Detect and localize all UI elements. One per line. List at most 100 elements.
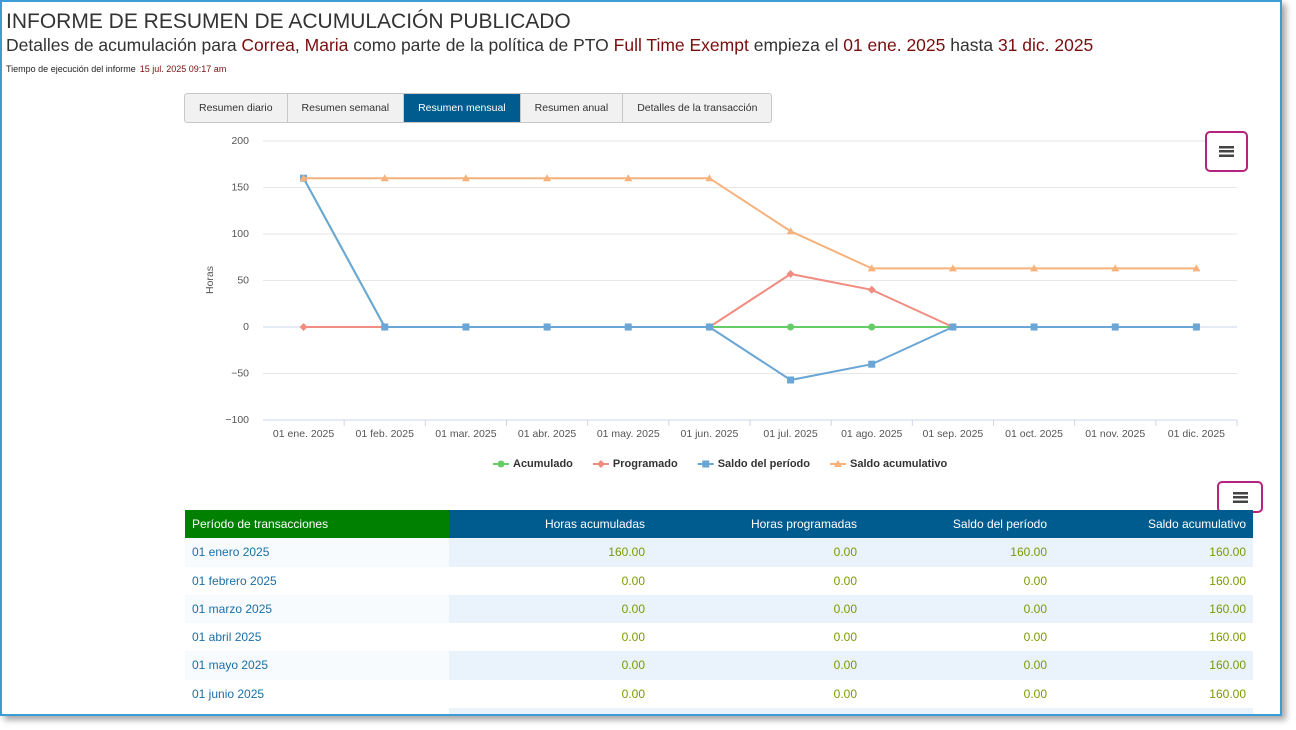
marker — [1192, 264, 1201, 272]
marker — [1030, 264, 1039, 272]
subtitle-text: empieza el — [748, 35, 844, 55]
x-tick-label: 01 jul. 2025 — [763, 428, 817, 440]
marker — [868, 360, 876, 368]
partial-row — [449, 708, 1253, 714]
marker — [1192, 323, 1200, 331]
x-tick-label: 01 jun. 2025 — [681, 428, 739, 440]
table-row: 01 junio 2025 0.00 0.00 0.00 160.00 — [185, 680, 1253, 708]
period-link[interactable]: 01 febrero 2025 — [192, 573, 277, 588]
y-tick-label: 200 — [231, 135, 249, 147]
y-tick-label: 150 — [231, 181, 249, 193]
table-cell: 0.00 — [621, 630, 645, 645]
subtitle-highlight: Maria — [304, 35, 349, 55]
subtitle-text: , — [294, 35, 305, 55]
marker — [786, 269, 795, 278]
tab[interactable]: Resumen anual — [521, 94, 624, 122]
run-time-label: Tiempo de ejecución del informe — [6, 64, 136, 74]
chart: −100 −50 0 50 100 150 200 Horas 01 ene. 2025 01 f… — [204, 135, 1238, 470]
marker — [786, 227, 795, 235]
marker — [1111, 264, 1120, 272]
marker — [867, 264, 876, 272]
marker — [787, 323, 795, 331]
table-cell: 160.00 — [1054, 651, 1253, 680]
table-menu-button[interactable] — [1217, 481, 1263, 513]
tab[interactable]: Resumen mensual — [404, 94, 521, 122]
x-tick-label: 01 feb. 2025 — [356, 428, 415, 440]
marker — [702, 460, 710, 468]
table-cell: 160.00 — [1209, 686, 1246, 701]
marker — [948, 264, 957, 272]
report-title: INFORME DE RESUMEN DE ACUMULACIÓN PUBLIC… — [6, 10, 571, 33]
table-cell: 160.00 — [1054, 538, 1253, 567]
x-tick-label: 01 abr. 2025 — [518, 428, 577, 440]
table-cell: 0.00 — [449, 651, 652, 680]
run-time-value: 15 jul. 2025 09:17 am — [139, 64, 227, 74]
table-cell: 160.00 — [1209, 630, 1246, 645]
y-axis-label: Horas — [204, 266, 216, 294]
table-cell: 0.00 — [621, 686, 645, 701]
tab[interactable]: Resumen semanal — [288, 94, 405, 122]
data-table: Período de transacciones Horas acumuladas… — [185, 510, 1253, 708]
table-cell: 0.00 — [864, 594, 1054, 624]
subtitle-text: Detalles de acumulación para — [6, 35, 242, 55]
x-tick-label: 01 ago. 2025 — [841, 428, 902, 440]
subtitle-highlight: 31 dic. 2025 — [997, 35, 1094, 55]
table-header: Saldo acumulativo — [1054, 510, 1253, 539]
marker — [1111, 323, 1119, 331]
x-tick-label: 01 oct. 2025 — [1005, 428, 1063, 440]
table-cell: 160.00 — [1209, 573, 1246, 588]
table-cell: 0.00 — [652, 538, 864, 567]
subtitle-text: hasta — [945, 35, 998, 55]
report-subtitle: Detalles de acumulación para Correa, Mar… — [6, 35, 1093, 56]
legend-label[interactable]: Programado — [613, 458, 678, 470]
y-tick-label: 50 — [237, 274, 249, 286]
table-cell: 0.00 — [833, 573, 857, 588]
table-header-row: Período de transacciones Horas acumuladas… — [185, 510, 1253, 539]
legend-label[interactable]: Saldo acumulativo — [850, 458, 947, 470]
table-cell: 0.00 — [652, 594, 864, 624]
period-link[interactable]: 01 mayo 2025 — [185, 651, 449, 680]
marker — [834, 460, 842, 467]
period-link[interactable]: 01 junio 2025 — [192, 686, 265, 701]
x-tick-label: 01 mar. 2025 — [435, 428, 496, 440]
marker — [867, 285, 876, 294]
marker — [543, 174, 552, 182]
period-link[interactable]: 01 marzo 2025 — [185, 594, 449, 624]
period-link[interactable]: 01 enero 2025 — [185, 538, 449, 567]
subtitle-highlight: Full Time Exempt — [613, 35, 749, 55]
table-row: 01 mayo 2025 0.00 0.00 0.00 160.00 — [185, 651, 1253, 680]
menu-icon — [1232, 491, 1248, 503]
tab[interactable]: Detalles de la transacción — [637, 102, 758, 114]
y-tick-label: 0 — [243, 321, 249, 333]
marker — [299, 323, 308, 331]
subtitle-highlight: Correa — [241, 35, 295, 55]
table-cell: 160.00 — [864, 538, 1054, 567]
tab[interactable]: Resumen diario — [185, 94, 288, 122]
legend-label[interactable]: Acumulado — [513, 458, 573, 470]
table-cell: 0.00 — [833, 686, 857, 701]
subtitle-highlight: 01 ene. 2025 — [843, 35, 946, 55]
table-cell: 0.00 — [1023, 573, 1047, 588]
table-cell: 0.00 — [1023, 686, 1047, 701]
marker — [381, 323, 389, 331]
marker — [596, 460, 605, 468]
marker — [705, 174, 714, 182]
series-line — [303, 272, 1197, 328]
table-row: 01 enero 2025 160.00 0.00 160.00 160.00 — [185, 538, 1253, 567]
marker — [543, 323, 551, 331]
period-link[interactable]: 01 abril 2025 — [192, 630, 262, 645]
marker — [1030, 323, 1038, 331]
marker — [787, 376, 795, 384]
table-header: Período de transacciones — [185, 510, 449, 539]
x-tick-label: 01 ene. 2025 — [273, 428, 334, 440]
chart-menu-button[interactable] — [1205, 131, 1248, 172]
report-frame: INFORME DE RESUMEN DE ACUMULACIÓN PUBLIC… — [0, 0, 1282, 716]
marker — [624, 323, 632, 331]
x-tick-label: 01 nov. 2025 — [1085, 428, 1145, 440]
table-header: Horas programadas — [652, 510, 864, 539]
legend-label[interactable]: Saldo del período — [718, 458, 811, 470]
table-cell: 0.00 — [864, 651, 1054, 680]
table-cell: 0.00 — [833, 630, 857, 645]
marker — [461, 174, 470, 182]
series-line — [302, 177, 1197, 382]
